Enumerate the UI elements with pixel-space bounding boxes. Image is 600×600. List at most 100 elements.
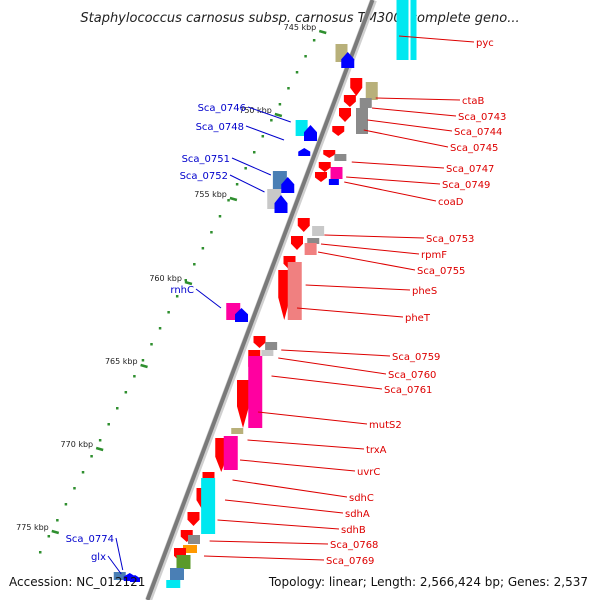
sca0768-box-b [183,545,197,553]
gene-label-sdhb[interactable]: sdhB [341,525,366,536]
gene-label-sca-0769[interactable]: Sca_0769 [326,556,374,567]
sca0769-box-c [166,580,181,588]
track-dot [252,151,256,154]
leader-line [247,439,365,450]
leader-line [245,125,285,141]
genome-summary-text: Topology: linear; Length: 2,566,424 bp; … [268,575,588,589]
kbp-scale: 745 kbp 750 kbp 755 kbp 760 kbp 765 kbp 770 k… [16,23,327,535]
track-dot [158,327,162,330]
sca0769-box [176,555,191,569]
uvrC-box [223,436,238,470]
sdhB-arrow [187,512,200,526]
genome-backbone [145,0,377,600]
pheT-box [287,262,302,320]
track-dot [141,359,145,362]
track-dot [244,167,247,170]
sca0744-box [356,108,368,134]
sca0768-box [188,535,200,544]
gene-label-sca-0755[interactable]: Sca_0755 [417,266,465,277]
gene-label-sca-0746[interactable]: Sca_0746 [198,103,246,114]
track-dot [133,375,136,378]
track-dot [227,199,230,202]
gene-label-sca-0745[interactable]: Sca_0745 [450,143,498,154]
backbone-line [145,0,375,600]
blue-gene-upper [341,52,355,68]
leader-line [351,161,445,169]
gene-label-sca-0751[interactable]: Sca_0751 [182,154,230,165]
track-dot [270,119,273,122]
gene-label-trxa[interactable]: trxA [366,445,387,456]
gene-label-glx[interactable]: glx [91,552,106,563]
track-dot [38,551,42,554]
small-blue-arrow [298,148,311,156]
gene-label-sdhc[interactable]: sdhC [349,493,374,504]
track-dot [235,183,239,186]
leader-line [363,129,449,148]
track-dot [124,391,128,394]
gene-label-ctab[interactable]: ctaB [462,96,485,107]
leader-line [320,243,420,255]
track-dot [64,503,68,506]
gene-label-sca-0747[interactable]: Sca_0747 [446,164,494,175]
gene-label-sca-0774[interactable]: Sca_0774 [66,534,114,545]
gene-label-sca-0748[interactable]: Sca_0748 [196,122,244,133]
pheS-arrow [278,270,291,320]
track-dot [107,423,110,426]
leader-line [115,537,124,571]
sca0753-box [312,226,325,236]
gene-label-sca-0744[interactable]: Sca_0744 [454,127,502,138]
trxA-box [231,428,244,434]
leader-line [296,307,404,318]
leader-line [398,35,475,43]
gene-label-sdha[interactable]: sdhA [345,509,370,520]
leader-line [203,555,325,561]
leader-line [257,411,368,425]
leader-line [281,349,391,357]
gene-label-sca-0768[interactable]: Sca_0768 [330,540,378,551]
gene-label-uvrc[interactable]: uvrC [357,467,380,478]
ctaB-arrow [350,78,363,96]
kbp-label: 750 kbp [239,106,272,115]
ctaB-box [365,82,378,100]
gene-label-sca-0749[interactable]: Sca_0749 [442,180,490,191]
gene-label-coad[interactable]: coaD [438,197,464,208]
gene-label-rpmf[interactable]: rpmF [421,250,447,261]
sca0759-arrow [253,336,266,348]
sca0759-box [265,342,278,350]
gene-label-sca-0753[interactable]: Sca_0753 [426,234,474,245]
leader-line [344,181,437,202]
sca0752-arrow [274,195,288,213]
gene-label-phet[interactable]: pheT [405,313,431,324]
track-dot [278,103,282,106]
sca0749-arrow-a [318,162,331,172]
gene-label-muts2[interactable]: mutS2 [369,420,402,431]
rpmF-arrow [291,236,303,250]
leader-line [247,106,291,123]
gene-label-pyc[interactable]: pyc [476,38,494,49]
gene-label-phes[interactable]: pheS [412,286,437,297]
track-dot [116,407,119,410]
mutS2-arrow [237,380,249,428]
leader-line [217,519,340,530]
track-dot [175,295,179,298]
track-dot [287,87,290,90]
gene-label-sca-0759[interactable]: Sca_0759 [392,352,440,363]
kbp-tick [229,196,238,202]
gene-label-sca-0761[interactable]: Sca_0761 [384,385,432,396]
gene-label-rnhc[interactable]: rnhC [170,285,194,296]
gene-label-sca-0743[interactable]: Sca_0743 [458,112,506,123]
gene-label-sca-0752[interactable]: Sca_0752 [180,171,228,182]
gene-label-sca-0760[interactable]: Sca_0760 [388,370,436,381]
sca0774-box [113,572,126,580]
kbp-label: 775 kbp [16,523,49,532]
leader-line [229,174,265,193]
leader-line [278,357,387,375]
leader-line [232,479,348,498]
pyc-box-light [410,0,417,60]
sca0751-arrow [281,177,295,193]
track-dot [295,71,299,74]
kbp-tick [184,280,193,286]
kbp-tick [318,29,327,35]
track-dot [193,263,196,266]
leader-line [239,459,356,472]
